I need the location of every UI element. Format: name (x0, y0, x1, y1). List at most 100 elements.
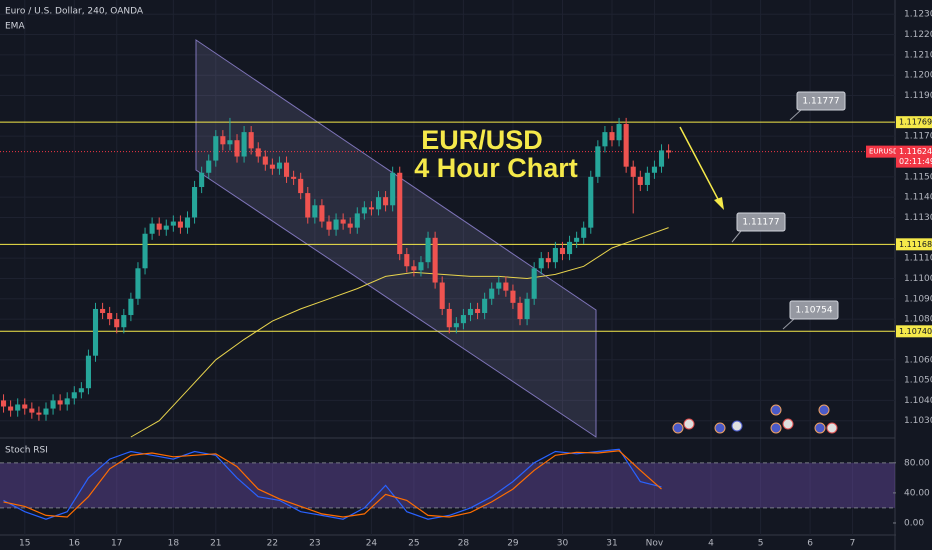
x-tick-label: 31 (606, 539, 617, 549)
y-tick-label: 1.10800 (904, 315, 932, 325)
candle-body (446, 308, 452, 328)
y-tick-label: 1.10300 (904, 416, 932, 426)
y-tick-label: 1.10500 (904, 376, 932, 386)
candle-body (64, 398, 70, 405)
callout-leader (782, 318, 795, 330)
ema-line (130, 227, 669, 438)
candle-body (545, 258, 551, 263)
candle-body (36, 412, 42, 415)
candle-body (602, 132, 608, 147)
chart-subheading: 4 Hour Chart (414, 153, 578, 183)
candle-body (467, 308, 474, 316)
x-tick-label: 15 (19, 539, 30, 549)
candle-body (616, 123, 622, 141)
callout-label: 1.10754 (795, 306, 832, 316)
x-tick-label: 5 (758, 539, 764, 549)
candle-body (114, 319, 120, 328)
descending-channel (195, 39, 597, 438)
x-tick-label: 17 (111, 539, 122, 549)
y-tick-label: 1.10600 (904, 355, 932, 365)
candle-body (326, 221, 332, 230)
candle-body (71, 392, 77, 399)
candle-body (552, 247, 558, 263)
candle-body (128, 298, 134, 316)
candle-body (566, 241, 573, 255)
candle-body (92, 308, 99, 356)
candle-body (666, 150, 672, 153)
event-icon (818, 404, 830, 416)
x-tick-label: 4 (708, 539, 714, 549)
y-tick-label: 1.11300 (904, 213, 932, 223)
candle-body (163, 225, 169, 230)
level-label: 1.11769 (899, 118, 932, 127)
candle-body (8, 406, 14, 411)
level-label: 1.10740 (899, 327, 932, 336)
candle-body (234, 140, 240, 157)
forecast-arrow-head (714, 197, 724, 210)
callout-leader (731, 230, 742, 243)
x-tick-label: 21 (210, 539, 221, 549)
x-tick-label: 25 (408, 539, 419, 549)
candle-body (220, 136, 226, 145)
callout-box (796, 91, 846, 111)
candle-body (57, 400, 63, 405)
candle-body (368, 207, 374, 210)
candle-body (538, 258, 544, 269)
candle-body (574, 237, 580, 242)
candle-body (269, 164, 275, 169)
chart-heading: EUR/USD (421, 125, 543, 155)
stoch-title: Stoch RSI (5, 446, 48, 456)
candle-body (262, 156, 268, 165)
x-tick-label: 18 (168, 539, 180, 549)
candle-body (418, 262, 424, 271)
level-label-box (896, 325, 932, 338)
candle-body (29, 408, 35, 413)
candle-body (255, 148, 261, 157)
x-tick-label: 30 (557, 539, 569, 549)
y-tick-label: 1.12000 (904, 71, 932, 81)
x-tick-label: 24 (366, 539, 378, 549)
candle-body (475, 308, 481, 314)
candle-body (135, 268, 141, 299)
candle-body (347, 223, 353, 228)
candle-body (658, 150, 665, 167)
event-icon (826, 422, 838, 434)
candle-body (637, 176, 643, 185)
candle-body (383, 197, 389, 206)
candle-body (276, 162, 283, 169)
candle-body (340, 219, 346, 224)
candle-body (425, 237, 431, 263)
candle-body (623, 123, 629, 167)
y-tick-label: 1.11900 (904, 91, 932, 101)
x-tick-label: 16 (69, 539, 81, 549)
event-icon (782, 418, 794, 430)
candle-body (644, 172, 650, 185)
callout-label: 1.11177 (742, 218, 779, 228)
candle-body (630, 166, 636, 177)
x-tick-label: 29 (507, 539, 519, 549)
y-tick-label: 1.12200 (904, 30, 932, 40)
candle-body (482, 298, 488, 314)
y-tick-label: 1.11500 (904, 172, 932, 182)
y-tick-label: 1.10400 (904, 396, 932, 406)
candle-body (248, 132, 254, 149)
candle-body (333, 219, 339, 230)
candle-body (241, 132, 247, 157)
symbol-box (866, 145, 896, 158)
candle-body (397, 172, 403, 255)
candle-body (496, 282, 502, 289)
candle-body (107, 313, 113, 320)
candle-body (15, 404, 21, 411)
event-icon (731, 420, 743, 432)
event-icon (770, 404, 782, 416)
candle-body (156, 223, 162, 230)
y-tick-label: 1.12300 (904, 10, 932, 20)
x-tick-label: 28 (458, 539, 470, 549)
candle-body (517, 302, 523, 320)
overlay: 1.12300 1.12200 1.12100 1.12000 1.11900 1.117… (19, 10, 932, 549)
candle-body (170, 221, 176, 226)
indicator-name: EMA (5, 22, 25, 32)
event-icon (814, 422, 826, 434)
forecast-arrow (679, 126, 721, 204)
